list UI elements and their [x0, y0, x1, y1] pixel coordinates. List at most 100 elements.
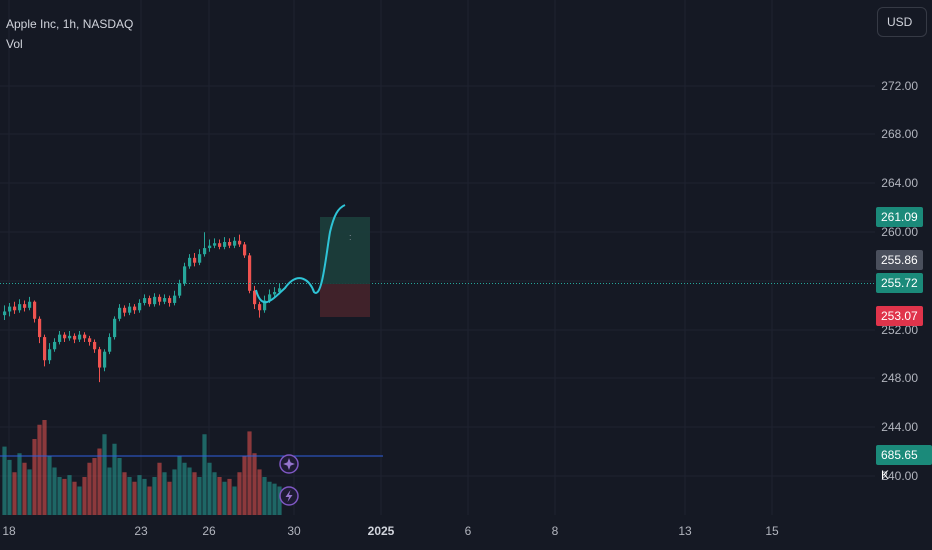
- volume-bar: [82, 477, 87, 515]
- target-zone[interactable]: [320, 217, 370, 284]
- candle-body: [83, 334, 87, 339]
- candle-body: [138, 302, 142, 311]
- volume-bar: [122, 472, 127, 515]
- time-axis-label: 8: [551, 524, 559, 538]
- time-axis-label: 13: [678, 524, 692, 538]
- volume-bar: [7, 459, 12, 515]
- volume-bar: [62, 478, 67, 515]
- candle-body: [23, 304, 27, 308]
- candle-body: [143, 298, 147, 303]
- candle-body: [53, 341, 57, 350]
- candle-body: [133, 306, 137, 311]
- candle-body: [8, 306, 12, 312]
- price-axis-label: 268.00: [881, 127, 918, 141]
- volume-bar: [27, 469, 32, 515]
- candle-body: [268, 294, 272, 301]
- volume-bar: [107, 467, 112, 515]
- candle-body: [233, 240, 237, 246]
- candle-body: [208, 245, 212, 249]
- symbol-info[interactable]: Apple Inc, 1h, NASDAQ: [6, 17, 134, 31]
- volume-bar: [92, 458, 97, 515]
- candle-body: [118, 307, 122, 319]
- volume-bar: [237, 472, 242, 515]
- volume-bar: [102, 434, 107, 515]
- candle-body: [68, 335, 72, 339]
- currency-button[interactable]: USD: [877, 7, 927, 37]
- volume-bar: [262, 477, 267, 515]
- volume-bar: [132, 481, 137, 515]
- volume-bar: [67, 475, 72, 515]
- candle-body: [88, 338, 92, 342]
- volume-bar: [32, 439, 37, 515]
- volume-bar: [182, 462, 187, 515]
- volume-bar: [217, 477, 222, 515]
- volume-bar: [232, 486, 237, 515]
- candle-body: [43, 337, 47, 361]
- stop-zone[interactable]: [320, 284, 370, 317]
- volume-bar: [267, 481, 272, 515]
- candle-body: [153, 296, 157, 305]
- volume-indicator-label[interactable]: Vol: [6, 37, 23, 51]
- volume-bar: [2, 446, 7, 515]
- volume-bar: [192, 472, 197, 515]
- target-price-badge: 261.09: [876, 207, 923, 227]
- candle-body: [193, 257, 197, 263]
- time-axis-label: 2025: [367, 524, 395, 538]
- candle-body: [33, 301, 37, 319]
- candle-body: [213, 243, 217, 246]
- volume-bar: [87, 462, 92, 515]
- volume-bar: [57, 477, 62, 515]
- volume-bar: [257, 469, 262, 515]
- candle-body: [158, 296, 162, 302]
- time-axis-label: 6: [464, 524, 472, 538]
- candle-body: [103, 351, 107, 368]
- volume-value-badge: 685.65 K: [876, 445, 932, 482]
- candle-body: [178, 283, 182, 296]
- grid-lines: [0, 0, 875, 515]
- volume-bar: [162, 472, 167, 515]
- candle-body: [98, 349, 102, 368]
- price-axis-label: 260.00: [881, 225, 918, 239]
- candle-body: [28, 301, 32, 308]
- candle-body: [218, 243, 222, 247]
- price-axis-label: 264.00: [881, 176, 918, 190]
- sparkle-icon[interactable]: [279, 454, 299, 474]
- volume-bar: [17, 453, 22, 515]
- volume-bar: [112, 443, 117, 515]
- candle-body: [263, 300, 267, 311]
- volume-bar: [137, 475, 142, 515]
- forecast-drawing[interactable]: [255, 204, 346, 304]
- candle-body: [203, 248, 207, 255]
- lightning-icon[interactable]: [279, 486, 299, 506]
- chart-legend: Apple Inc, 1h, NASDAQ Vol: [6, 14, 133, 54]
- candle-body: [18, 304, 22, 311]
- candle-body: [163, 298, 167, 302]
- price-axis-label: 248.00: [881, 371, 918, 385]
- volume-bar: [277, 486, 282, 515]
- candle-body: [63, 334, 67, 339]
- volume-bar: [157, 462, 162, 515]
- volume-bar: [72, 481, 77, 515]
- price-axis-label: 244.00: [881, 420, 918, 434]
- candle-body: [113, 318, 117, 338]
- volume-bar: [47, 456, 52, 515]
- volume-bar: [207, 462, 212, 515]
- current-price-badge: 255.72: [876, 273, 923, 293]
- price-axis-label: 252.00: [881, 323, 918, 337]
- volume-bar: [212, 472, 217, 515]
- candle-body: [93, 341, 97, 350]
- candle-body: [168, 298, 172, 303]
- volume-bar: [22, 462, 27, 515]
- candle-body: [38, 318, 42, 338]
- volume-bar: [52, 467, 57, 515]
- candle-body: [78, 334, 82, 340]
- volume-bar: [172, 469, 177, 515]
- candle-body: [123, 307, 127, 313]
- volume-bar: [142, 478, 147, 515]
- candle-body: [73, 335, 77, 340]
- candle-body: [13, 306, 17, 311]
- time-axis-label: 30: [287, 524, 301, 538]
- stop-price-badge: 253.07: [876, 306, 923, 326]
- candle-body: [253, 290, 257, 305]
